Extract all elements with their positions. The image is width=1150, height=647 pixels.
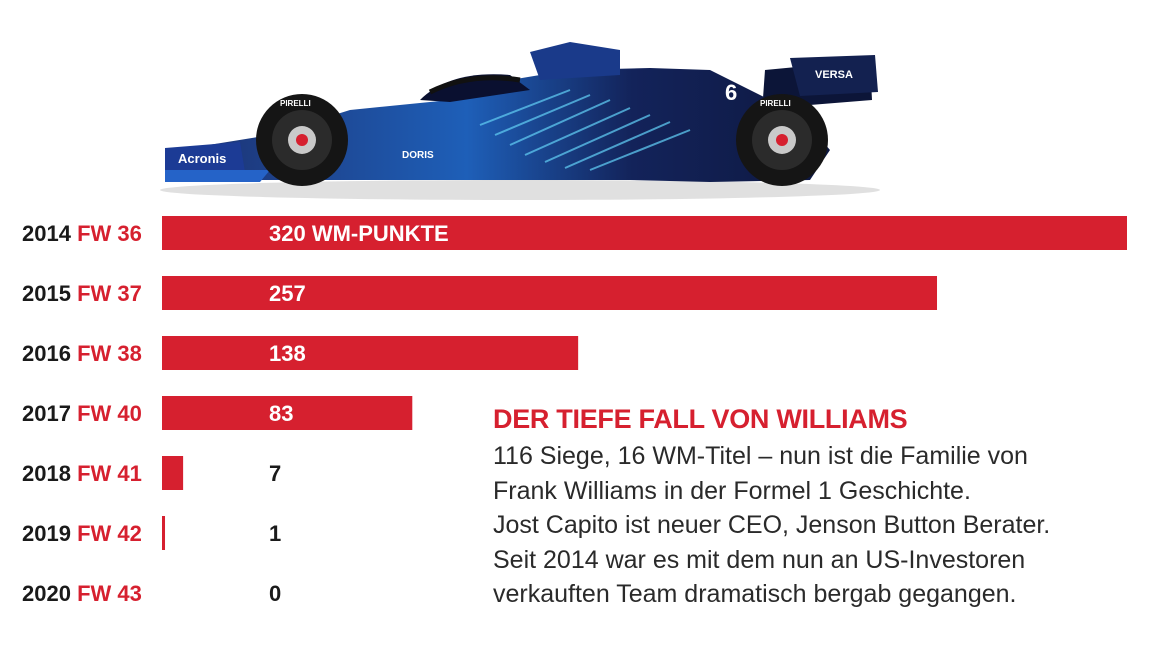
- info-textbox: DER TIEFE FALL VON WILLIAMS 116 Siege, 1…: [493, 403, 1133, 612]
- value-label-2017: 83: [269, 401, 293, 426]
- year-label: 2019: [22, 521, 77, 546]
- row-label-2015: 2015 FW 37: [22, 281, 142, 306]
- year-label: 2018: [22, 461, 77, 486]
- info-line: Jost Capito ist neuer CEO, Jenson Button…: [493, 511, 1051, 539]
- info-line: Seit 2014 war es mit dem nun an US-Inves…: [493, 545, 1026, 574]
- bar-2015: [162, 276, 938, 310]
- info-title: DER TIEFE FALL VON WILLIAMS: [493, 404, 908, 434]
- svg-text:PIRELLI: PIRELLI: [280, 99, 311, 108]
- value-label-2018: 7: [269, 461, 281, 486]
- bar-2014: [162, 216, 1127, 250]
- svg-text:Acronis: Acronis: [178, 151, 226, 166]
- model-label: FW 36: [77, 221, 142, 246]
- value-label-2015: 257: [269, 281, 306, 306]
- row-label-2017: 2017 FW 40: [22, 401, 142, 426]
- model-label: FW 42: [77, 521, 142, 546]
- svg-text:PIRELLI: PIRELLI: [760, 99, 791, 108]
- model-label: FW 43: [77, 581, 142, 606]
- svg-text:6: 6: [725, 80, 737, 105]
- row-label-2014: 2014 FW 36: [22, 221, 142, 246]
- value-label-2019: 1: [269, 521, 281, 546]
- row-label-2019: 2019 FW 42: [22, 521, 142, 546]
- row-label-2020: 2020 FW 43: [22, 581, 142, 606]
- info-line: verkauften Team dramatisch bergab gegang…: [493, 580, 1017, 608]
- svg-text:VERSA: VERSA: [815, 69, 853, 81]
- bar-2019: [162, 516, 166, 550]
- info-line: Frank Williams in der Formel 1 Geschicht…: [493, 476, 971, 505]
- bar-2018: [162, 456, 184, 490]
- model-label: FW 38: [77, 341, 142, 366]
- year-label: 2020: [22, 581, 77, 606]
- row-label-2016: 2016 FW 38: [22, 341, 142, 366]
- value-label-2016: 138: [269, 341, 306, 366]
- row-label-2018: 2018 FW 41: [22, 461, 142, 486]
- year-label: 2017: [22, 401, 77, 426]
- svg-text:DORIS: DORIS: [402, 150, 434, 161]
- williams-car-illustration: Acronis VERSA DORIS 6 PIRELLI PIRELLI: [160, 42, 880, 200]
- year-label: 2016: [22, 341, 77, 366]
- value-label-2014: 320 WM-PUNKTE: [269, 221, 449, 246]
- bar-2016: [162, 336, 579, 370]
- value-label-2020: 0: [269, 581, 281, 606]
- model-label: FW 37: [77, 281, 142, 306]
- year-label: 2014: [22, 221, 77, 246]
- info-line: 116 Siege, 16 WM-Titel – nun ist die Fam…: [493, 442, 1028, 470]
- year-label: 2015: [22, 281, 77, 306]
- bar-2017: [162, 396, 413, 430]
- model-label: FW 40: [77, 401, 142, 426]
- model-label: FW 41: [77, 461, 142, 486]
